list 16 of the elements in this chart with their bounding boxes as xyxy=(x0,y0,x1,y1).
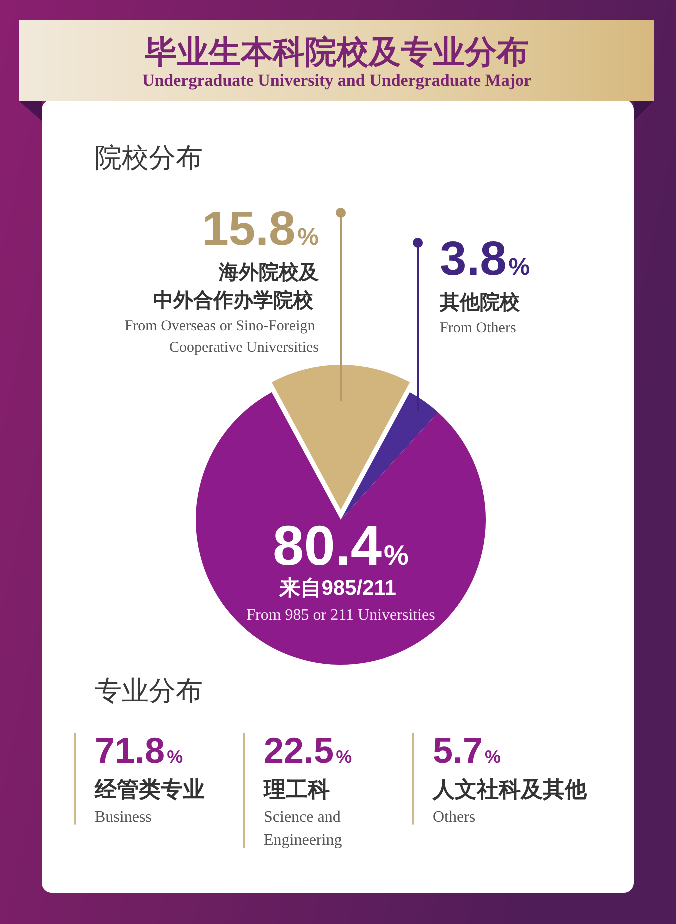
chart-title: 院校分布 xyxy=(95,143,203,173)
text: Undergraduate University and Undergraduate Major xyxy=(142,71,532,90)
data-label: 71.8% xyxy=(95,730,184,771)
data-label: 80.4% xyxy=(273,514,410,577)
slice-label: 其他院校 From Others xyxy=(439,291,526,336)
category-label: 理工科 Science and Engineering xyxy=(263,777,345,849)
category-label: 经管类专业 Business xyxy=(94,777,212,826)
data-label: 5.7% xyxy=(433,730,502,771)
slice-label: 海外院校及中外合作办学院校 From Overseas or Sino-Foreign Cooperative Universities xyxy=(124,261,320,356)
text: 毕业生本科院校及专业分布 xyxy=(144,34,529,70)
category-label: 人文社科及其他 Others xyxy=(432,777,594,826)
data-label: 22.5% xyxy=(264,730,352,771)
slice-label: 来自985/211 From 985 or 211 Universities xyxy=(246,577,436,624)
data-label: 15.8% xyxy=(202,203,319,256)
data-label: 3.8% xyxy=(440,233,530,286)
text: 专业分布 xyxy=(95,676,203,706)
